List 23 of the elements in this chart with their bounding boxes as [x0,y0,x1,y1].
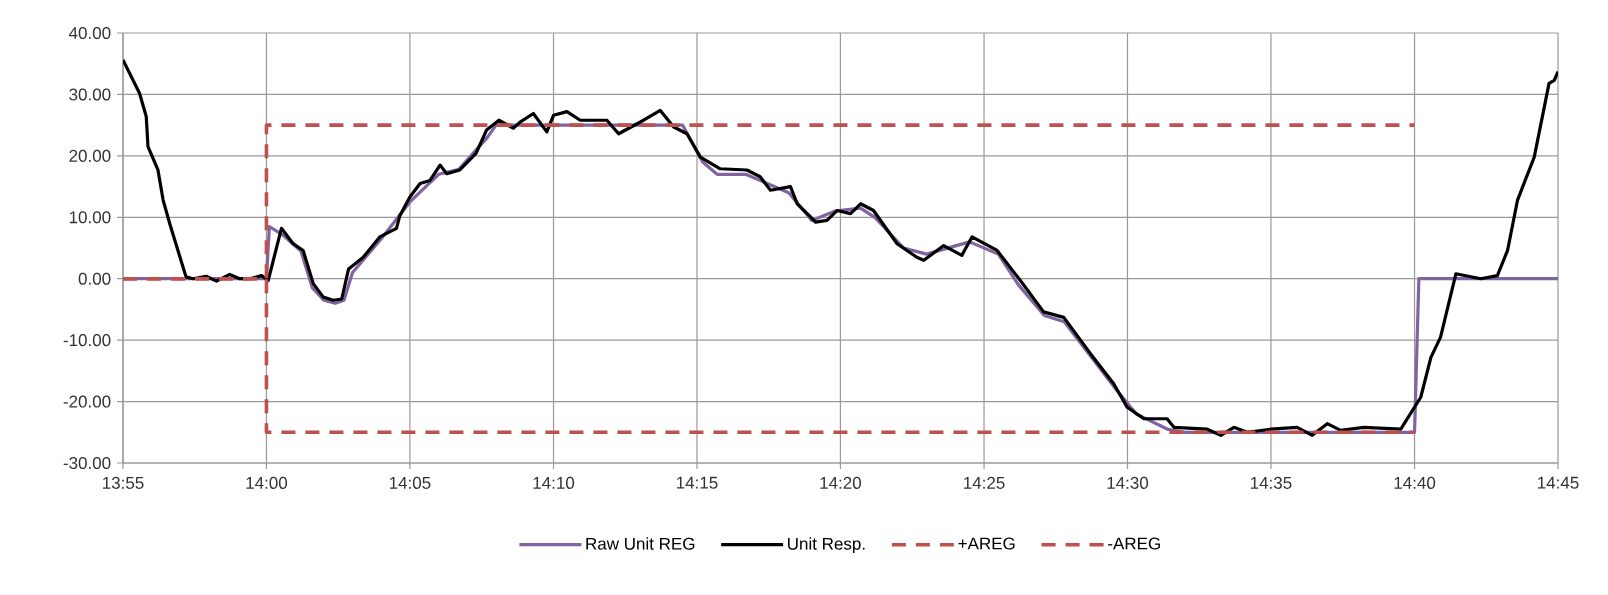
x-tick-label: 14:45 [1538,476,1579,489]
x-tick-label: 14:10 [533,476,575,489]
x-tick-label: 14:25 [964,476,1005,489]
legend-label: Raw Unit REG [586,537,695,550]
y-tick-label: -30.00 [63,456,111,470]
legend-label: -AREG [1108,537,1160,550]
x-tick-label: 14:40 [1394,476,1436,489]
x-tick-label: 14:30 [1107,476,1149,489]
y-tick-label: -10.00 [63,334,111,347]
y-tick-label: 40.00 [68,26,111,40]
x-tick-label: 14:05 [389,476,431,489]
x-tick-label: 14:20 [820,476,862,489]
y-tick-label: -20.00 [63,395,111,408]
y-tick-label: 20.00 [69,149,111,162]
y-tick-label: 0.00 [78,272,111,285]
y-tick-label: 30.00 [69,88,111,101]
legend-label: Unit Resp. [788,537,865,554]
legend-label: +AREG [958,537,1015,550]
x-tick-label: 14:00 [246,476,288,489]
y-tick-label: 10.00 [69,211,111,224]
x-tick-label: 14:15 [676,476,718,489]
x-tick-label: 13:55 [103,476,144,489]
x-tick-label: 14:35 [1250,476,1292,489]
